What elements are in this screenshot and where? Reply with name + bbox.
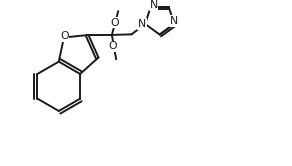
Text: O: O xyxy=(60,31,69,41)
Text: O: O xyxy=(111,18,119,28)
Text: N: N xyxy=(150,0,158,10)
Text: O: O xyxy=(108,42,117,51)
Text: N: N xyxy=(170,16,178,26)
Text: N: N xyxy=(138,19,146,29)
